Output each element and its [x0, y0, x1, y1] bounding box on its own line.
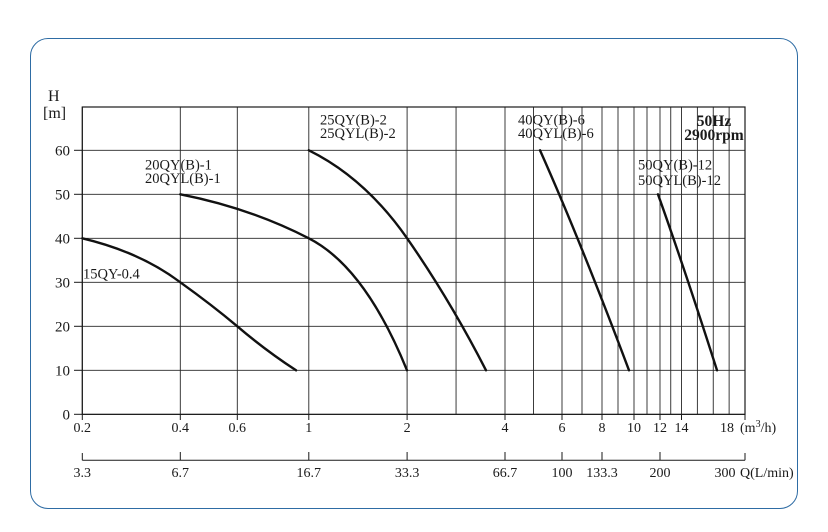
svg-text:10: 10 — [55, 364, 70, 380]
svg-text:6.7: 6.7 — [172, 466, 190, 481]
svg-text:0.4: 0.4 — [172, 421, 190, 436]
svg-text:66.7: 66.7 — [493, 466, 518, 481]
svg-text:200: 200 — [650, 466, 671, 481]
svg-text:8: 8 — [599, 421, 606, 436]
svg-text:4: 4 — [502, 421, 509, 436]
svg-text:(m3/h): (m3/h) — [740, 419, 776, 437]
svg-text:18: 18 — [720, 421, 734, 436]
svg-text:1: 1 — [305, 421, 312, 436]
svg-text:[m]: [m] — [43, 105, 66, 122]
svg-text:2900rpm: 2900rpm — [684, 127, 744, 144]
svg-text:60: 60 — [55, 144, 70, 160]
svg-text:40QYL(B)-6: 40QYL(B)-6 — [518, 126, 594, 142]
svg-text:33.3: 33.3 — [395, 466, 420, 481]
svg-text:20QYL(B)-1: 20QYL(B)-1 — [145, 171, 221, 187]
svg-text:2: 2 — [404, 421, 411, 436]
svg-text:40: 40 — [55, 232, 70, 248]
svg-text:50QY(B)-12: 50QY(B)-12 — [638, 158, 712, 174]
svg-text:0.2: 0.2 — [74, 421, 92, 436]
svg-text:300: 300 — [715, 466, 736, 481]
svg-text:12: 12 — [653, 421, 667, 436]
svg-text:30: 30 — [55, 276, 70, 292]
svg-text:6: 6 — [559, 421, 566, 436]
svg-text:25QYL(B)-2: 25QYL(B)-2 — [320, 126, 396, 142]
svg-text:15QY-0.4: 15QY-0.4 — [83, 267, 141, 283]
svg-text:16.7: 16.7 — [297, 466, 322, 481]
svg-text:0.6: 0.6 — [229, 421, 247, 436]
svg-text:14: 14 — [675, 421, 689, 436]
svg-text:50QYL(B)-12: 50QYL(B)-12 — [638, 173, 721, 189]
svg-text:3.3: 3.3 — [74, 466, 92, 481]
svg-text:Q(L/min): Q(L/min) — [740, 466, 794, 481]
svg-text:50: 50 — [55, 188, 70, 204]
svg-text:133.3: 133.3 — [586, 466, 618, 481]
svg-text:100: 100 — [552, 466, 573, 481]
svg-text:0: 0 — [63, 408, 71, 424]
svg-text:H: H — [48, 88, 60, 105]
svg-text:10: 10 — [627, 421, 641, 436]
svg-text:20: 20 — [55, 320, 70, 336]
